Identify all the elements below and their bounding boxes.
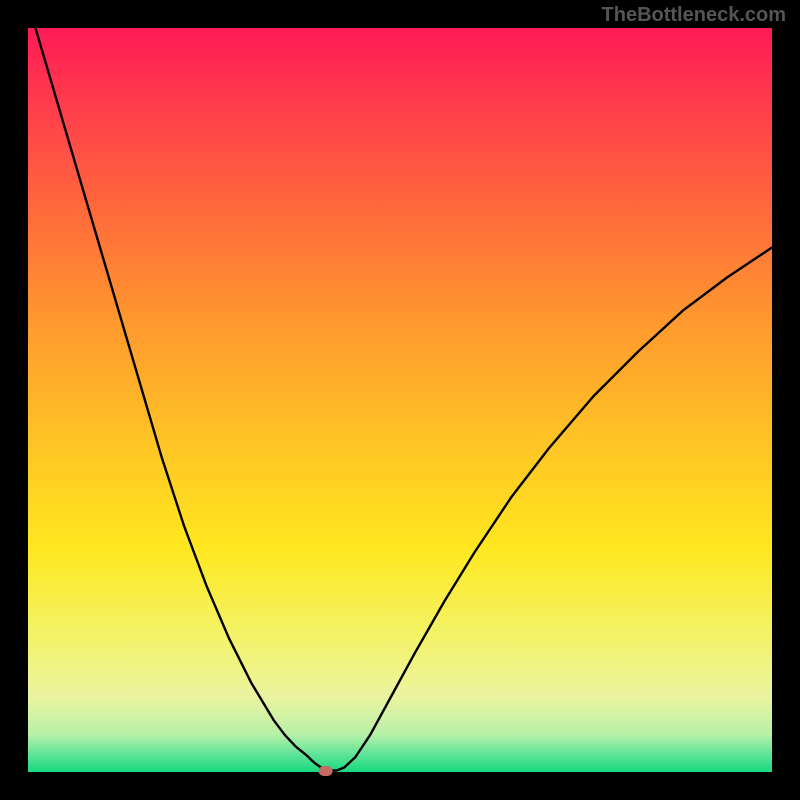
watermark-text: TheBottleneck.com [602,4,786,27]
optimal-point-marker [319,766,333,776]
chart-container: TheBottleneck.com [0,0,800,800]
plot-background [28,28,772,772]
bottleneck-chart [0,0,800,800]
